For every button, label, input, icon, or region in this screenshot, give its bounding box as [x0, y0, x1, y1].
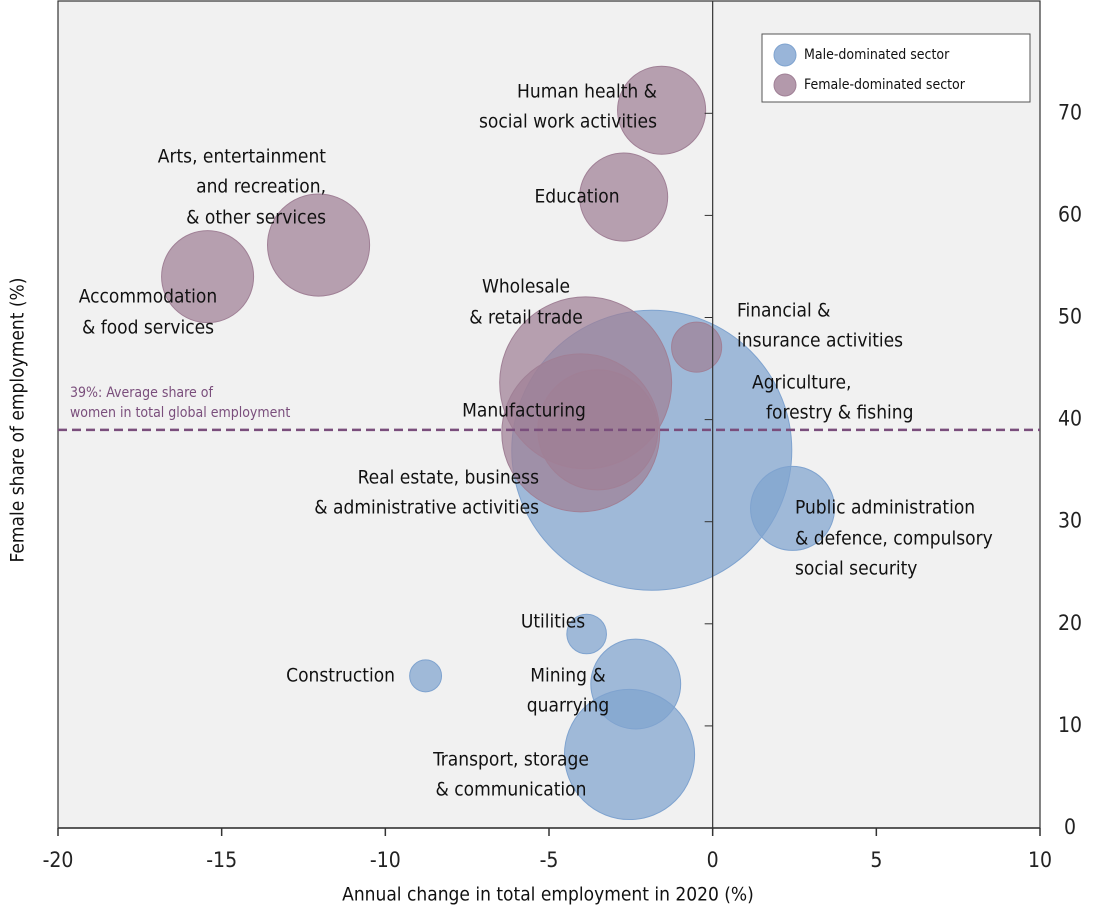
- bubble-label: quarrying: [527, 695, 609, 717]
- y-tick-label: 0: [1064, 815, 1076, 839]
- bubble: [671, 321, 723, 373]
- bubble: [566, 613, 607, 655]
- bubble: [409, 659, 443, 693]
- x-tick-label: 0: [707, 848, 719, 872]
- x-tick-label: -5: [540, 848, 559, 872]
- bubble-label: social work activities: [479, 111, 657, 133]
- bubble-label: Manufacturing: [462, 400, 586, 422]
- bubble-label: & retail trade: [469, 307, 583, 329]
- bubble-label: and recreation,: [196, 176, 326, 198]
- average-label: women in total global employment: [70, 405, 290, 421]
- bubble-label: & defence, compulsory: [795, 528, 993, 550]
- bubble: [579, 152, 669, 242]
- legend-label: Male-dominated sector: [804, 47, 950, 63]
- bubble-label: Human health &: [517, 81, 657, 103]
- legend-swatch: [773, 43, 797, 67]
- legend-box: [761, 33, 1031, 103]
- bubble-label: Agriculture,: [752, 372, 851, 394]
- bubble-label: Financial &: [737, 300, 830, 322]
- y-tick-label: 30: [1058, 509, 1082, 533]
- x-tick-label: -10: [370, 848, 401, 872]
- bubble-label: & administrative activities: [314, 497, 539, 519]
- bubble-label: insurance activities: [737, 330, 903, 352]
- bubble-label: & other services: [186, 207, 326, 229]
- bubble-label: Education: [534, 186, 619, 208]
- bubble-label: Construction: [286, 665, 395, 687]
- y-axis-label: Female share of employment (%): [7, 278, 29, 563]
- legend-swatch: [773, 73, 797, 97]
- x-tick-label: 5: [870, 848, 882, 872]
- bubble: [617, 65, 707, 155]
- y-tick-label: 60: [1058, 202, 1082, 226]
- bubble: [750, 465, 836, 551]
- y-tick-label: 40: [1058, 407, 1082, 431]
- x-tick-label: 10: [1028, 848, 1052, 872]
- bubble-label: social security: [795, 558, 917, 580]
- bubble-label: Utilities: [521, 611, 585, 633]
- x-tick-label: -20: [43, 848, 74, 872]
- labels: Agriculture, forestry & fishing Public adm…: [79, 81, 993, 801]
- x-axis-label: Annual change in total employment in 202…: [342, 884, 754, 906]
- bubble-label: Wholesale: [482, 276, 570, 298]
- average-label: 39%: Average share of: [70, 385, 213, 401]
- bubble-label: forestry & fishing: [766, 402, 913, 424]
- bubble: [563, 688, 696, 821]
- y-tick-label: 70: [1058, 100, 1082, 124]
- bubble-label: Public administration: [795, 497, 975, 519]
- bubble-label: Arts, entertainment: [158, 146, 327, 168]
- bubble: [161, 230, 255, 324]
- y-tick-label: 10: [1058, 713, 1082, 737]
- bubble-label: & communication: [436, 779, 587, 801]
- bubble-label: & food services: [82, 317, 214, 339]
- y-tick-label: 20: [1058, 611, 1082, 635]
- bubbles: [161, 65, 836, 821]
- x-tick-label: -15: [206, 848, 237, 872]
- bubble-label: Mining &: [530, 665, 606, 687]
- legend-label: Female-dominated sector: [804, 77, 966, 93]
- bubble-label: Transport, storage: [432, 749, 589, 771]
- bubble: [267, 193, 371, 297]
- y-tick-label: 50: [1058, 305, 1082, 329]
- bubble-label: Real estate, business: [358, 467, 539, 489]
- bubble-label: Accommodation: [79, 286, 217, 308]
